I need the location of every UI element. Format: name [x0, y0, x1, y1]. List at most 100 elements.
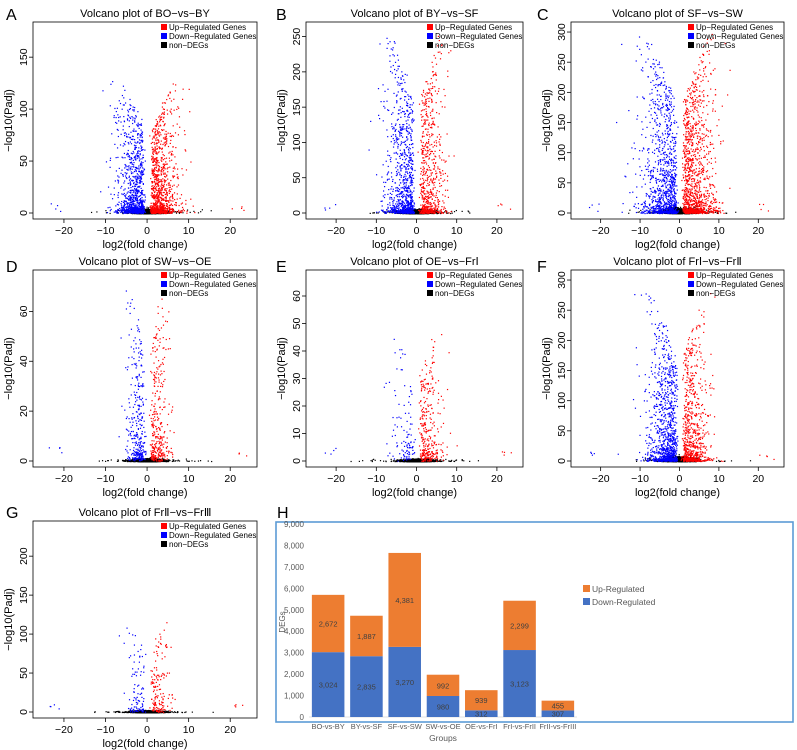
point-up-regulated: [170, 211, 172, 214]
point-up-regulated: [149, 205, 151, 207]
point-up-regulated: [160, 210, 162, 212]
point-down-regulated: [140, 211, 142, 213]
point-down-regulated: [132, 109, 134, 111]
point-up-regulated: [170, 210, 172, 212]
point-up-regulated: [171, 159, 173, 161]
point-down-regulated: [140, 148, 142, 150]
point-up-regulated: [167, 167, 169, 169]
point-down-regulated: [141, 200, 144, 203]
point-up-regulated: [161, 206, 163, 208]
point-down-regulated: [127, 196, 130, 198]
x-tick-label: 20: [224, 225, 236, 237]
point-down-regulated: [141, 141, 143, 143]
point-down-regulated: [141, 118, 143, 121]
point-up-regulated: [171, 185, 174, 187]
x-tick-label: −10: [97, 225, 115, 237]
point-down-regulated: [132, 198, 134, 200]
point-up-regulated: [166, 203, 168, 205]
point-up-regulated: [152, 152, 154, 155]
point-down-regulated: [130, 161, 133, 163]
point-down-regulated: [107, 186, 110, 188]
point-down-regulated: [136, 202, 138, 204]
point-down-regulated: [135, 144, 137, 147]
point-up-regulated: [170, 139, 172, 142]
y-axis-label: −log10(Padj): [3, 89, 15, 152]
point-up-regulated: [163, 169, 165, 171]
point-up-regulated: [186, 212, 188, 214]
point-up-regulated: [169, 188, 171, 191]
point-down-regulated: [132, 212, 134, 214]
point-up-regulated: [165, 207, 167, 210]
point-down-regulated: [122, 175, 124, 177]
point-down-regulated: [129, 167, 132, 169]
point-down-regulated: [137, 200, 139, 202]
point-down-regulated: [135, 197, 137, 199]
point-down-regulated: [137, 191, 139, 193]
point-down-regulated: [122, 207, 124, 209]
point-down-regulated: [114, 143, 116, 145]
point-down-regulated: [140, 146, 143, 148]
point-up-regulated: [171, 204, 174, 207]
point-up-regulated: [174, 168, 176, 170]
point-down-regulated: [106, 212, 109, 214]
point-non-deg: [193, 210, 195, 213]
point-down-regulated: [140, 161, 143, 163]
point-down-regulated: [129, 169, 131, 171]
point-down-regulated: [132, 150, 134, 153]
point-down-regulated: [123, 97, 125, 99]
point-down-regulated: [117, 194, 119, 196]
point-down-regulated: [130, 131, 132, 133]
point-up-regulated: [160, 173, 163, 176]
point-up-regulated: [168, 201, 170, 204]
point-down-regulated: [129, 141, 132, 143]
point-down-regulated: [139, 181, 141, 183]
point-down-regulated: [137, 176, 139, 178]
point-down-regulated: [141, 158, 143, 160]
point-up-regulated: [167, 178, 169, 180]
point-up-regulated: [153, 209, 155, 211]
point-down-regulated: [137, 137, 139, 139]
point-up-regulated: [158, 116, 160, 118]
point-up-regulated: [151, 168, 153, 170]
point-down-regulated: [133, 139, 136, 141]
point-down-regulated: [136, 209, 138, 211]
point-up-regulated: [177, 211, 179, 213]
point-up-regulated: [172, 135, 175, 137]
point-down-regulated: [141, 131, 144, 133]
point-down-regulated: [122, 157, 124, 159]
point-up-regulated: [180, 203, 182, 205]
point-down-regulated: [139, 207, 142, 209]
point-up-regulated: [167, 200, 169, 202]
point-down-regulated: [115, 157, 117, 159]
point-down-regulated: [126, 172, 128, 174]
point-down-regulated: [117, 129, 119, 131]
point-down-regulated: [129, 201, 132, 203]
point-up-regulated: [163, 180, 165, 182]
point-down-regulated: [130, 198, 132, 200]
point-up-regulated: [175, 163, 177, 165]
point-down-regulated: [140, 171, 142, 173]
point-up-regulated: [169, 206, 171, 209]
point-down-regulated: [134, 130, 136, 132]
point-up-regulated: [161, 106, 164, 108]
point-up-regulated: [156, 161, 159, 163]
point-down-regulated: [122, 145, 124, 147]
point-down-regulated: [109, 157, 112, 159]
point-up-regulated: [160, 143, 162, 145]
point-up-regulated: [169, 190, 172, 193]
point-up-regulated: [151, 146, 153, 148]
point-down-regulated: [133, 109, 135, 111]
point-up-regulated: [150, 202, 152, 204]
point-up-regulated: [159, 121, 161, 123]
point-non-deg: [147, 210, 149, 212]
point-up-regulated: [160, 140, 162, 142]
point-down-regulated: [137, 111, 139, 113]
point-up-regulated: [173, 166, 175, 168]
point-down-regulated: [143, 194, 145, 196]
point-down-regulated: [118, 116, 120, 119]
point-up-regulated: [172, 209, 174, 211]
point-up-regulated: [154, 169, 156, 171]
point-up-regulated: [171, 194, 174, 196]
point-down-regulated: [50, 203, 52, 205]
point-down-regulated: [117, 209, 119, 212]
